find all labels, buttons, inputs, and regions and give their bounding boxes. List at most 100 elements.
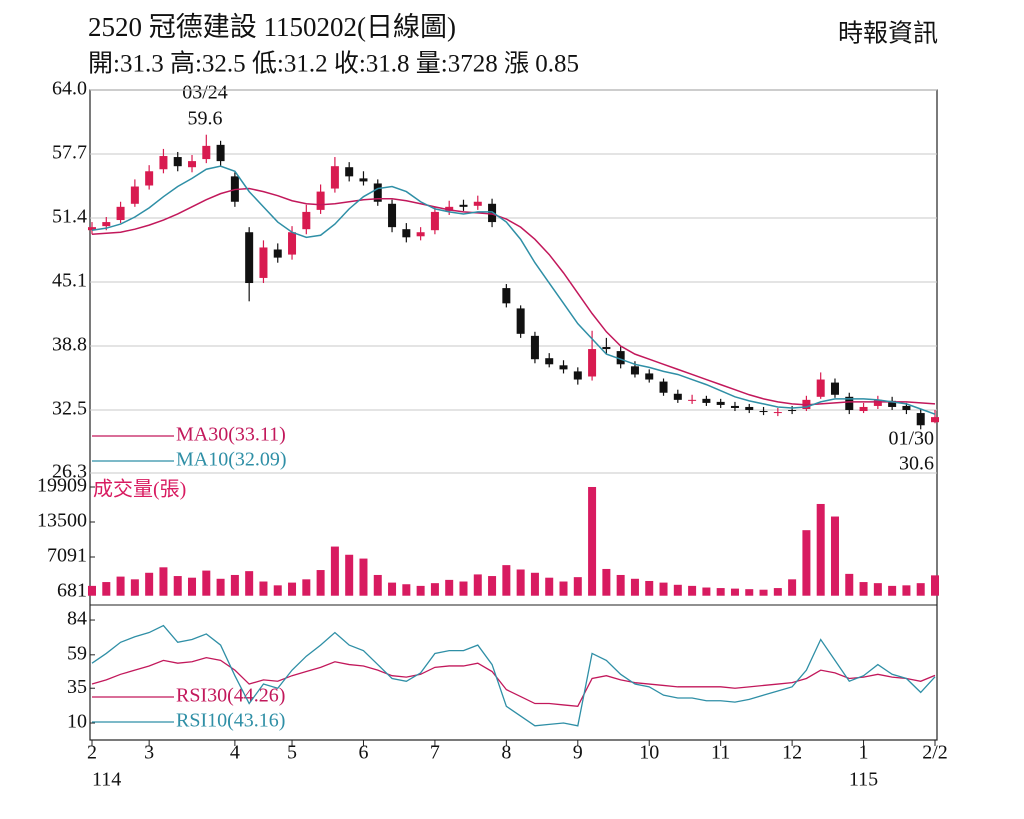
candle-body <box>173 157 182 167</box>
volume-bar <box>416 585 425 596</box>
y-tick-label: 19909 <box>37 475 87 497</box>
candle-body <box>316 191 325 210</box>
candle-body <box>588 349 597 377</box>
y-tick-label: 26.3 <box>52 461 87 483</box>
volume-bar <box>288 582 297 596</box>
candle-body <box>845 396 854 411</box>
candle-body <box>830 382 839 395</box>
candle-body <box>416 232 425 237</box>
candle-body <box>816 379 825 397</box>
candle-body <box>559 365 568 370</box>
source: 時報資訊 <box>838 20 938 48</box>
volume-bar <box>888 585 897 596</box>
volume-bar <box>630 578 639 596</box>
volume-bar <box>502 565 511 596</box>
candle-body <box>630 366 639 375</box>
volume-bar <box>230 574 239 596</box>
volume-bar <box>702 587 711 596</box>
candle-body <box>88 227 96 231</box>
x-tick-label: 10 <box>639 742 659 764</box>
volume-bar <box>316 570 325 596</box>
volume-bar <box>845 573 854 596</box>
volume-bar <box>402 584 411 596</box>
x-tick-label: 6 <box>358 742 368 764</box>
candle-body <box>659 381 668 393</box>
volume-bar <box>830 516 839 596</box>
candle-body <box>102 222 111 227</box>
candle-body <box>188 161 197 168</box>
x-tick-label: 1 <box>859 742 869 764</box>
volume-bar <box>588 486 597 596</box>
volume-bar <box>602 568 611 596</box>
candle-body <box>273 249 282 258</box>
candle-body <box>488 203 497 223</box>
candle-body <box>302 211 311 230</box>
candle-body <box>931 417 939 423</box>
x-tick-label: 5 <box>287 742 297 764</box>
ma-line <box>91 165 936 415</box>
volume-bar <box>916 583 925 596</box>
candle-body <box>288 232 297 255</box>
y-tick-label: 32.5 <box>52 398 87 420</box>
candle-body <box>202 145 211 160</box>
volume-bar <box>931 575 939 596</box>
candle-body <box>473 201 482 206</box>
annotation: 30.6 <box>899 453 934 475</box>
volume-bar <box>388 582 397 596</box>
legend-label: RSI10(43.16) <box>176 710 285 732</box>
candle-body <box>616 351 625 365</box>
volume-bar <box>216 578 225 596</box>
x-tick-label: 4 <box>230 742 240 764</box>
volume-bar <box>730 588 739 596</box>
candle-body <box>573 371 582 380</box>
candle-body <box>702 398 711 403</box>
candle-body <box>745 406 754 411</box>
x-year-label: 114 <box>92 769 121 791</box>
volume-bar <box>673 584 682 596</box>
volume-bar <box>573 577 582 596</box>
candle-body <box>916 413 925 426</box>
volume-bar <box>902 585 911 596</box>
volume-bar <box>516 569 525 596</box>
chart-subtitle: 開:31.3 高:32.5 低:31.2 收:31.8 量:3728 漲 0.8… <box>88 50 579 78</box>
candle-body <box>259 247 268 278</box>
volume-bar <box>430 583 439 596</box>
candle-body <box>145 171 154 186</box>
x-tick-label: 11 <box>711 742 730 764</box>
x-tick-label: 8 <box>501 742 511 764</box>
candle-body <box>359 178 368 182</box>
volume-bar <box>159 567 168 596</box>
volume-bar <box>745 589 754 596</box>
volume-bar <box>616 574 625 596</box>
candle-body <box>116 206 125 221</box>
candle-body <box>688 399 697 401</box>
volume-bar <box>688 585 697 596</box>
candle-body <box>330 166 339 189</box>
y-tick-label: 35 <box>67 676 87 698</box>
legend-label: MA10(32.09) <box>176 449 287 471</box>
x-tick-label: 9 <box>573 742 583 764</box>
candle-body <box>602 347 611 350</box>
y-tick-label: 59 <box>67 642 87 664</box>
volume-bar <box>816 503 825 596</box>
volume-bar <box>488 576 497 596</box>
volume-bar <box>116 576 125 596</box>
candle-body <box>430 211 439 231</box>
volume-bar <box>545 577 554 596</box>
volume-bar <box>759 589 768 596</box>
volume-bar <box>173 576 182 596</box>
volume-bar <box>88 585 96 596</box>
candle-body <box>445 206 454 211</box>
volume-bar <box>130 579 139 596</box>
x-tick-label: 12 <box>782 742 802 764</box>
volume-bar <box>245 571 254 596</box>
volume-bar <box>359 558 368 596</box>
annotation: 03/24 <box>182 82 228 104</box>
volume-bar <box>259 581 268 596</box>
candle-body <box>516 308 525 334</box>
ma-line <box>91 187 936 406</box>
volume-bar <box>559 581 568 596</box>
candle-body <box>859 406 868 412</box>
legend-label: RSI30(44.26) <box>176 685 285 707</box>
